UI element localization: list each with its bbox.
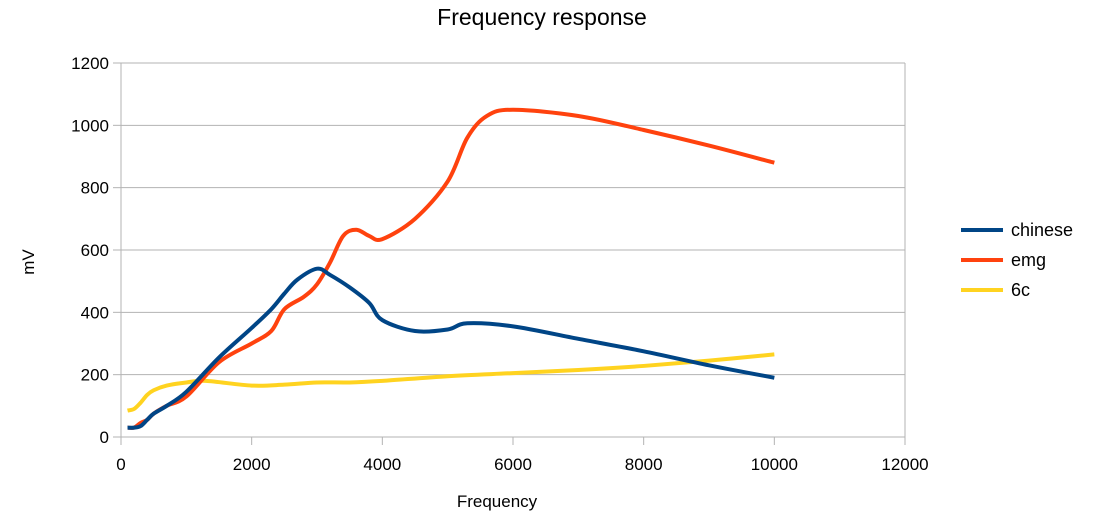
axes [113, 62, 906, 445]
x-tick-label: 4000 [363, 455, 401, 474]
series-lines [127, 107, 775, 430]
chart-title: Frequency response [437, 4, 647, 30]
legend: chinese emg 6c [961, 220, 1073, 300]
series-line-6c [127, 352, 775, 413]
x-tick-label: 10000 [751, 455, 798, 474]
x-tick-label: 12000 [881, 455, 928, 474]
y-axis-title: mV [19, 249, 38, 275]
x-tick-label: 0 [116, 455, 125, 474]
x-tick-label: 2000 [233, 455, 271, 474]
x-tick-label: 8000 [625, 455, 663, 474]
legend-label-chinese: chinese [1011, 220, 1073, 240]
y-tick-label: 200 [81, 366, 109, 385]
y-tick-label: 1200 [71, 54, 109, 73]
series-line-chinese [127, 266, 775, 430]
x-axis-title: Frequency [457, 492, 538, 511]
y-tick-label: 600 [81, 241, 109, 260]
legend-label-6c: 6c [1011, 280, 1030, 300]
legend-label-emg: emg [1011, 250, 1046, 270]
y-tick-label: 400 [81, 303, 109, 322]
grid [121, 62, 905, 376]
x-tick-label: 6000 [494, 455, 532, 474]
y-tick-label: 0 [100, 428, 109, 447]
y-tick-label: 800 [81, 179, 109, 198]
series-line-emg [127, 107, 775, 430]
y-tick-label: 1000 [71, 116, 109, 135]
